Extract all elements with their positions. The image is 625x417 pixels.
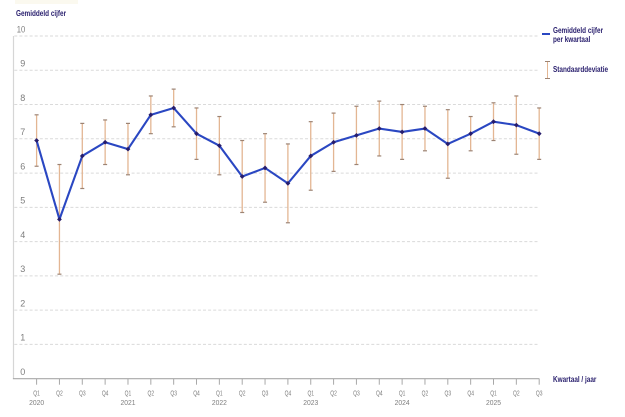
legend-label-mean-line1: Gemiddeld cijfer (552, 26, 603, 36)
legend-label-mean: Gemiddeld cijfer per kwartaal (552, 26, 603, 44)
x-axis-label-quarter: Q1 (33, 388, 40, 397)
y-axis-label-5: 5 (20, 196, 25, 206)
y-axis-label-9: 9 (20, 59, 25, 69)
y-axis-label-10: 10 (17, 24, 26, 34)
data-point-marker (445, 141, 451, 147)
x-axis-label-quarter: Q1 (490, 388, 497, 397)
error-bar-swatch-cap-bottom (545, 77, 550, 79)
x-axis-label-quarter: Q3 (353, 388, 360, 397)
x-axis-label-quarter: Q4 (193, 388, 200, 397)
data-point-marker (354, 132, 359, 138)
x-axis-label-quarter: Q4 (467, 388, 474, 397)
data-point-marker (216, 143, 222, 149)
x-axis-label-quarter: Q3 (262, 388, 269, 397)
data-point-marker (399, 129, 405, 135)
x-axis-label-quarter: Q1 (125, 388, 132, 397)
data-point-marker (125, 146, 131, 152)
data-point-marker (376, 126, 382, 131)
data-point-marker (148, 112, 154, 118)
y-axis-label-3: 3 (20, 264, 25, 274)
x-axis-label-quarter: Q3 (79, 388, 86, 397)
data-point-marker (34, 138, 39, 143)
error-bar-swatch-icon (545, 61, 550, 79)
data-point-marker (285, 180, 291, 186)
y-axis-label-6: 6 (20, 161, 25, 171)
x-axis-label-quarter: Q4 (102, 388, 109, 397)
x-axis-label-quarter: Q2 (239, 388, 246, 397)
y-axis-label-8: 8 (20, 93, 25, 103)
x-axis-label-quarter: Q2 (148, 388, 155, 397)
cropped-element-remnant (15, 0, 78, 4)
data-point-marker (262, 165, 268, 171)
x-axis-label-year: 2022 (212, 398, 227, 407)
x-axis-label-quarter: Q3 (170, 388, 177, 397)
x-axis-title: Kwartaal / jaar (552, 375, 597, 384)
y-axis-label-0: 0 (20, 367, 25, 377)
legend-label-mean-line2: per kwartaal (552, 34, 591, 44)
data-point-marker (513, 122, 519, 128)
error-bar-swatch-bar (546, 62, 548, 78)
y-axis-label-4: 4 (20, 230, 25, 240)
x-axis-label-quarter: Q2 (422, 388, 429, 397)
x-axis-label-quarter: Q2 (56, 388, 63, 397)
data-point-marker (308, 153, 314, 159)
x-axis-label-quarter: Q1 (216, 388, 223, 397)
x-axis-label-year: 2025 (486, 398, 501, 407)
data-point-marker (102, 139, 108, 145)
chart-title: Gemiddeld cijfer (16, 9, 67, 19)
y-axis-label-2: 2 (20, 298, 25, 308)
x-axis-label-year: 2024 (395, 398, 410, 407)
data-point-marker (536, 131, 542, 137)
error-bar-swatch-cap-top (545, 61, 550, 63)
y-axis-label-7: 7 (20, 127, 25, 137)
x-axis-label-year: 2021 (120, 398, 135, 407)
x-axis-label-quarter: Q2 (330, 388, 337, 397)
data-point-marker (239, 174, 245, 179)
x-axis-label-quarter: Q3 (445, 388, 452, 397)
data-point-marker (57, 216, 62, 222)
x-axis-label-quarter: Q4 (285, 388, 292, 397)
mean-line-swatch-icon (542, 32, 551, 36)
legend-label-sd: Standaarddeviatie (552, 64, 608, 74)
data-point-marker (468, 131, 474, 137)
data-point-marker (171, 105, 177, 111)
x-axis-label-quarter: Q4 (376, 388, 383, 397)
data-point-marker (331, 139, 336, 145)
data-point-marker (422, 126, 428, 131)
data-point-marker (194, 131, 199, 137)
data-point-marker (79, 153, 85, 159)
x-axis-label-quarter: Q2 (513, 388, 520, 397)
x-axis-label-quarter: Q1 (399, 388, 406, 397)
x-axis-label-year: 2023 (303, 398, 318, 407)
x-axis-label-year: 2020 (29, 398, 44, 407)
data-point-marker (491, 119, 496, 125)
y-axis-label-1: 1 (20, 333, 25, 343)
x-axis-label-quarter: Q1 (307, 388, 314, 397)
x-axis-label-quarter: Q3 (536, 388, 543, 397)
